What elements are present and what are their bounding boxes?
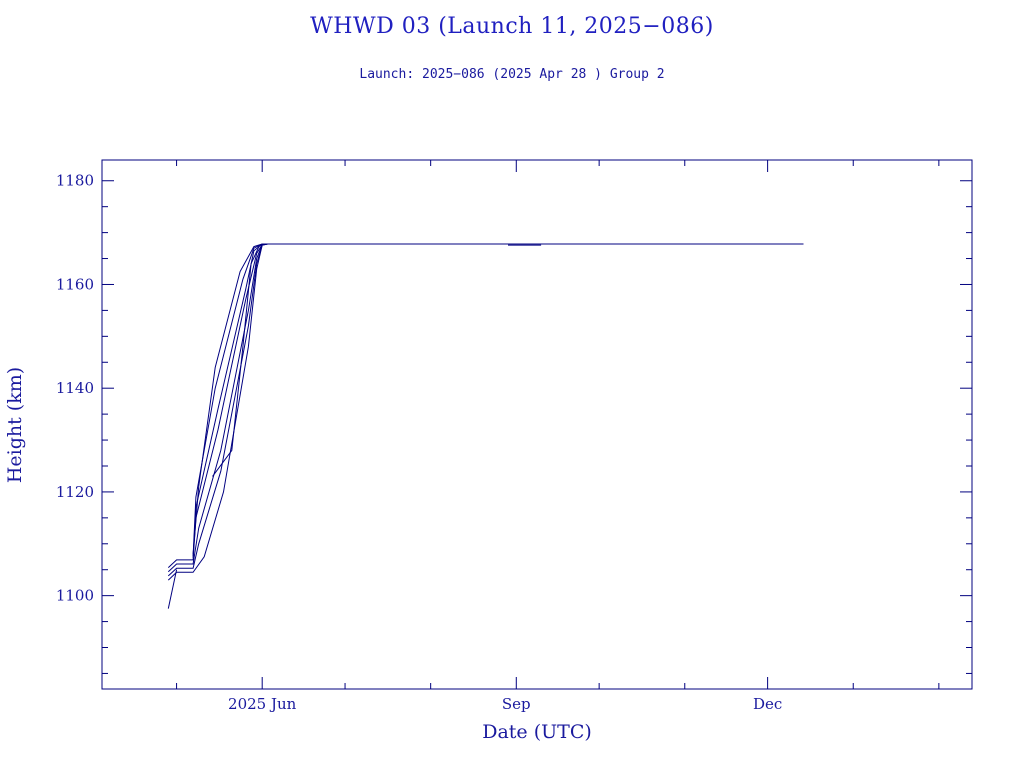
y-tick-label: 1160 (56, 275, 94, 293)
chart-subtitle: Launch: 2025−086 (2025 Apr 28 ) Group 2 (359, 67, 665, 82)
series-line (167, 569, 178, 609)
series-line (167, 243, 268, 573)
chart-title: WHWD 03 (Launch 11, 2025−086) (310, 14, 714, 39)
plot-frame (101, 159, 973, 690)
axis-ticks (102, 160, 972, 689)
y-tick-label: 1140 (56, 379, 94, 397)
y-tick-label: 1100 (56, 587, 94, 605)
x-axis-label: Date (UTC) (482, 721, 592, 743)
series-line (192, 243, 268, 555)
series-line (167, 243, 268, 568)
axis-labels: 1100 1120 1140 1160 1180 2025 Jun Sep Dec (56, 172, 782, 713)
y-tick-label: 1180 (56, 172, 94, 190)
series-line (212, 243, 266, 477)
x-tick-label: 2025 Jun (228, 695, 297, 713)
data-series (167, 243, 804, 609)
series-line (167, 243, 268, 577)
y-tick-label: 1120 (56, 483, 94, 501)
x-tick-label: Dec (753, 695, 782, 713)
x-tick-label: Sep (502, 695, 531, 713)
y-axis-label: Height (km) (4, 367, 26, 483)
